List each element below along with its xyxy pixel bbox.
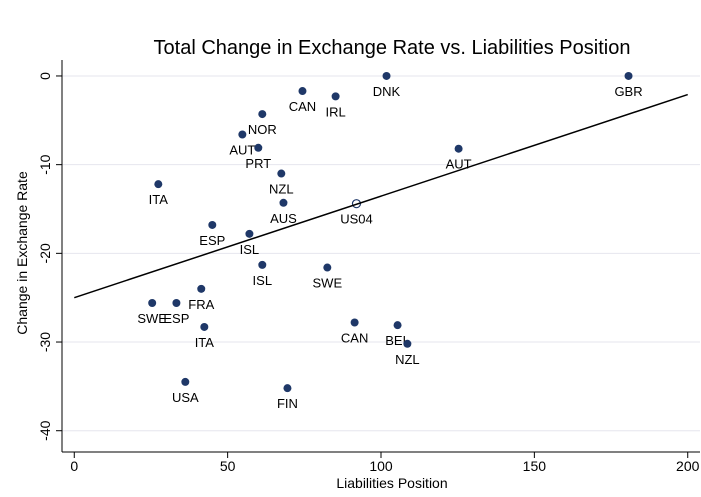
x-tick-label: 200 bbox=[676, 458, 700, 474]
point-label: ESP bbox=[163, 311, 189, 326]
point bbox=[208, 220, 217, 229]
point-label: IRL bbox=[325, 104, 345, 119]
point-label: CAN bbox=[341, 331, 368, 346]
x-tick-label: 100 bbox=[369, 458, 393, 474]
point bbox=[331, 92, 340, 101]
point bbox=[197, 284, 206, 293]
y-axis-title: Change in Exchange Rate bbox=[14, 171, 30, 335]
point-label: PRT bbox=[245, 156, 271, 171]
chart-title: Total Change in Exchange Rate vs. Liabil… bbox=[154, 37, 631, 59]
point-label: FIN bbox=[277, 396, 298, 411]
point bbox=[382, 71, 391, 80]
y-tick-label: -30 bbox=[37, 332, 53, 352]
y-tick-label: 0 bbox=[37, 72, 53, 80]
point-label: AUT bbox=[229, 142, 255, 157]
x-tick-label: 50 bbox=[220, 458, 236, 474]
point bbox=[283, 384, 292, 393]
point bbox=[298, 87, 307, 96]
point-label: GBR bbox=[614, 84, 642, 99]
point bbox=[403, 339, 412, 348]
point-label: ISL bbox=[240, 242, 260, 257]
point bbox=[277, 169, 286, 178]
point-label: USA bbox=[172, 390, 199, 405]
point bbox=[154, 180, 163, 189]
point-label: ITA bbox=[149, 192, 169, 207]
point-label: NZL bbox=[269, 182, 294, 197]
point bbox=[624, 71, 633, 80]
x-axis-title: Liabilities Position bbox=[336, 475, 447, 491]
point-label: NOR bbox=[248, 122, 277, 137]
point-label: AUT bbox=[446, 157, 472, 172]
point-label: ITA bbox=[195, 335, 215, 350]
point bbox=[238, 130, 247, 139]
point bbox=[393, 321, 402, 330]
point bbox=[245, 229, 254, 238]
y-tick-label: -40 bbox=[37, 420, 53, 440]
point bbox=[279, 198, 288, 207]
point bbox=[258, 110, 267, 119]
x-tick-label: 150 bbox=[523, 458, 547, 474]
point-label: FRA bbox=[188, 297, 214, 312]
point-label: SWE bbox=[137, 311, 167, 326]
point bbox=[258, 260, 267, 269]
point bbox=[181, 377, 190, 386]
point-label: ESP bbox=[199, 233, 225, 248]
point bbox=[323, 263, 332, 272]
point-label: AUS bbox=[270, 211, 297, 226]
point bbox=[172, 299, 181, 308]
fit-line bbox=[74, 93, 688, 299]
point-label: CAN bbox=[289, 99, 316, 114]
x-tick-label: 0 bbox=[70, 458, 78, 474]
point-label: NZL bbox=[395, 352, 420, 367]
point bbox=[454, 144, 463, 153]
point bbox=[148, 299, 157, 308]
y-tick-label: -20 bbox=[37, 243, 53, 263]
point-label: SWE bbox=[313, 276, 343, 291]
point-label: US04 bbox=[340, 212, 373, 227]
point-label: ISL bbox=[253, 273, 273, 288]
point-label: DNK bbox=[373, 84, 401, 99]
point bbox=[254, 143, 263, 152]
y-tick-label: -10 bbox=[37, 154, 53, 174]
point bbox=[350, 318, 359, 327]
point bbox=[200, 322, 209, 331]
